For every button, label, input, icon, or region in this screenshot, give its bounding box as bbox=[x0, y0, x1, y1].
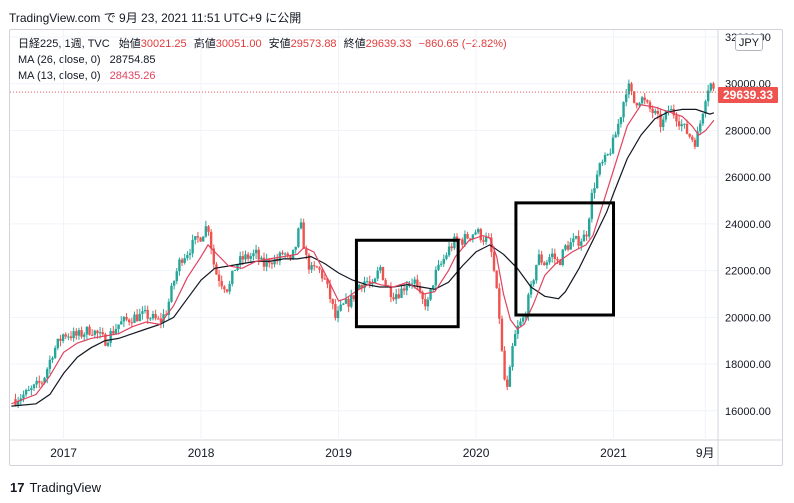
current-price-badge: 29639.33 bbox=[718, 87, 778, 103]
low-value: 29573.88 bbox=[290, 38, 337, 50]
chart-frame bbox=[9, 29, 783, 466]
ma26-value: 28754.85 bbox=[109, 54, 156, 66]
ma13-label: MA (13, close, 0) bbox=[18, 70, 101, 82]
ma13-row: MA (13, close, 0) 28435.26 bbox=[18, 68, 507, 84]
currency-badge[interactable]: JPY bbox=[735, 34, 763, 51]
open-label: 始値 bbox=[118, 38, 141, 50]
low-label: 安値 bbox=[268, 38, 291, 50]
ohlc-row: 日経225, 1週, TVC 始値30021.25 高値30051.00 安値2… bbox=[18, 36, 507, 52]
ma26-row: MA (26, close, 0) 28754.85 bbox=[18, 52, 507, 68]
tradingview-logo-icon: 17 bbox=[10, 480, 25, 495]
close-label: 終値 bbox=[343, 38, 366, 50]
change-value: −860.65 (−2.82%) bbox=[418, 38, 507, 50]
footer-brand: 17 TradingView bbox=[10, 480, 101, 495]
close-value: 29639.33 bbox=[365, 38, 412, 50]
symbol-label: 日経225, 1週, TVC bbox=[18, 38, 110, 50]
ma13-value: 28435.26 bbox=[109, 70, 156, 82]
chart-legend: 日経225, 1週, TVC 始値30021.25 高値30051.00 安値2… bbox=[18, 36, 507, 84]
high-label: 高値 bbox=[193, 38, 216, 50]
brand-name: TradingView bbox=[29, 480, 102, 495]
publish-info: TradingView.com で 9月 23, 2021 11:51 UTC+… bbox=[9, 11, 302, 25]
ma26-label: MA (26, close, 0) bbox=[18, 54, 101, 66]
high-value: 30051.00 bbox=[215, 38, 262, 50]
open-value: 30021.25 bbox=[140, 38, 187, 50]
